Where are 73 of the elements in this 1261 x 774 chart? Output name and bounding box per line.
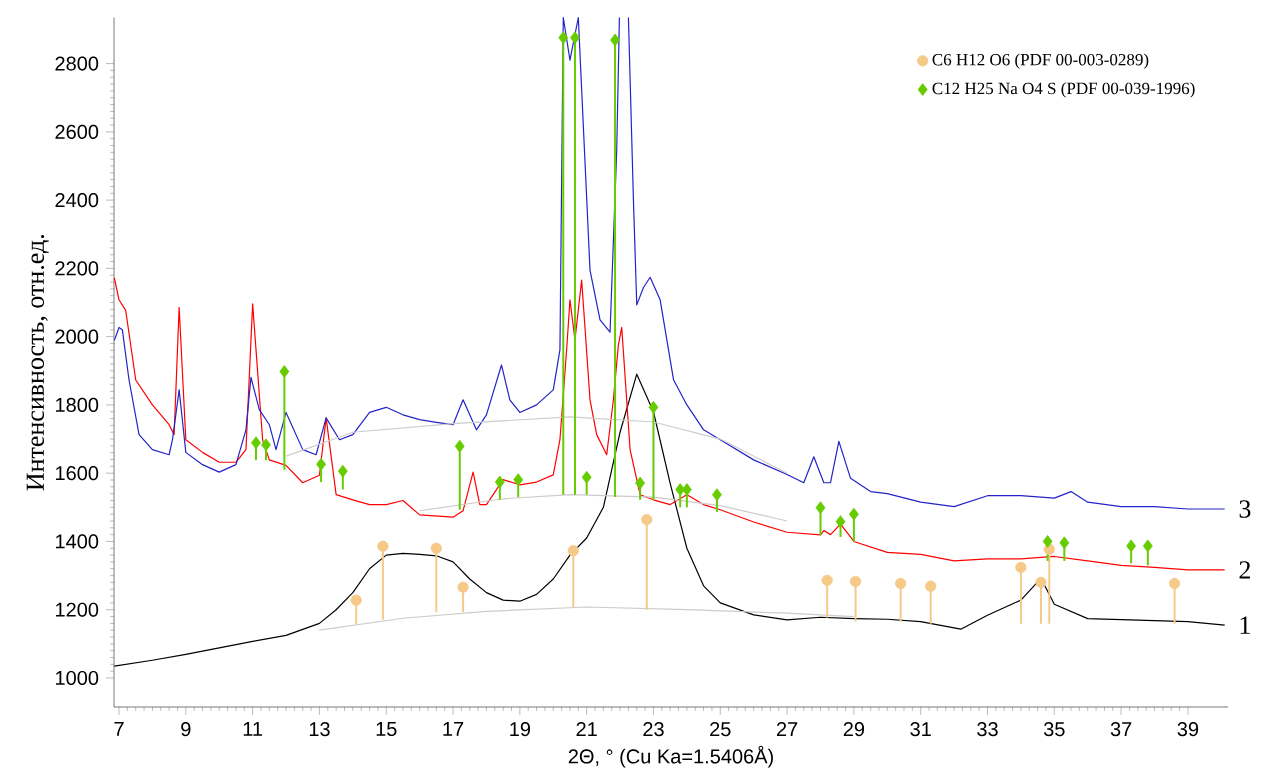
x-tick-label: 11	[243, 722, 263, 736]
x-tick-label: 35	[1043, 721, 1065, 737]
y-tick-label: 1400	[56, 534, 99, 549]
point	[1035, 576, 1047, 588]
point	[251, 436, 261, 450]
y-tick-label: 2800	[55, 56, 99, 71]
x-tick-label: 17	[443, 722, 464, 736]
y-tick-label: 2600	[55, 124, 99, 139]
point	[1015, 561, 1027, 573]
point	[610, 33, 620, 47]
x-tick-label: 27	[776, 721, 798, 736]
y-axis-title: Интенсивность, отн.ед.	[26, 234, 49, 491]
point	[567, 545, 579, 557]
x-tick-label: 13	[309, 721, 330, 737]
x-tick-label: 23	[643, 721, 664, 737]
x-tick-label: 39	[1177, 721, 1199, 737]
y-tick-label: 1000	[56, 670, 99, 686]
point	[581, 470, 592, 484]
x-tick-label: 21	[576, 721, 597, 736]
point	[635, 476, 646, 490]
point	[350, 594, 362, 606]
point	[570, 31, 580, 44]
x-tick-label: 15	[376, 722, 397, 736]
text: 3	[1239, 500, 1251, 518]
point	[648, 400, 659, 414]
point	[513, 473, 524, 487]
point	[1126, 539, 1137, 553]
point	[895, 577, 907, 589]
x-tick-label: 25	[710, 721, 731, 737]
x-tick-label: 19	[510, 721, 531, 737]
point	[337, 464, 348, 478]
point	[558, 31, 569, 44]
point	[848, 507, 859, 521]
text: 2	[1239, 561, 1250, 579]
point	[849, 575, 862, 587]
point	[279, 365, 290, 378]
x-tick-label: 33	[977, 721, 998, 737]
y-tick-label: 1200	[56, 602, 99, 617]
x-tick-label: 31	[910, 721, 931, 737]
legend-label: C6 H12 O6 (PDF 00-003-0289)	[932, 53, 1149, 69]
point	[1142, 539, 1153, 553]
point	[377, 540, 389, 552]
line-series	[318, 606, 855, 631]
x-tick-label: 37	[1110, 721, 1132, 737]
point	[316, 457, 327, 471]
y-tick-label: 1600	[56, 466, 99, 481]
line-series	[285, 416, 788, 474]
text: 1	[1240, 616, 1250, 634]
point	[641, 513, 653, 526]
x-tick-label: 9	[181, 721, 191, 737]
point	[457, 581, 469, 593]
x-axis-title: 2Θ, ° (Cu Ka=1.5406Å)	[568, 745, 773, 768]
point	[835, 515, 846, 528]
point	[1168, 577, 1181, 589]
x-tick-label: 29	[843, 721, 865, 737]
point	[925, 580, 937, 592]
y-tick-label: 1800	[56, 397, 99, 412]
point	[712, 488, 722, 502]
point	[261, 438, 271, 452]
point	[430, 542, 442, 554]
point	[1042, 535, 1053, 548]
line-series	[419, 494, 788, 522]
point	[821, 574, 833, 586]
point	[454, 439, 465, 453]
line-series	[113, 277, 1226, 571]
legend-label: C12 H25 Na O4 S (PDF 00-039-1996)	[932, 82, 1195, 98]
point	[494, 475, 505, 489]
y-tick-label: 2000	[55, 329, 99, 344]
point	[815, 501, 826, 515]
y-tick-label: 2200	[55, 261, 99, 276]
x-tick-label: 7	[114, 722, 124, 736]
point	[1059, 536, 1070, 550]
y-tick-label: 2400	[55, 192, 99, 208]
